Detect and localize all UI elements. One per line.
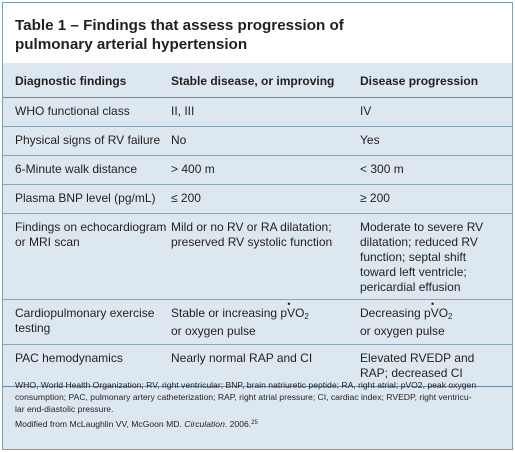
pvo-text: pVO [424, 305, 449, 320]
cell-progression: Yes [360, 132, 380, 147]
cell-stable: Stable or increasing • pVO2 or oxygen pul… [171, 299, 360, 344]
cell-line: Findings on echocardiogram [15, 219, 167, 234]
cell-line: dilatation; reduced RV [360, 234, 478, 249]
cell-line: Moderate to severe RV [360, 219, 484, 234]
cell-line: RAP; decreased CI [360, 365, 463, 380]
pvo2-symbol: • pVO2 [424, 299, 453, 324]
cell-text: Stable or increasing [171, 305, 281, 320]
cell-line: or oxygen pulse [360, 323, 445, 338]
pvo2-symbol: • pVO2 [280, 299, 309, 324]
cell-line: Elevated RVEDP and [360, 350, 475, 365]
source-journal: Circulation [184, 419, 225, 429]
reference-number: 25 [251, 420, 258, 426]
header-progression: Disease progression [360, 74, 479, 88]
pvo-subscript: 2 [448, 311, 453, 321]
cell-progression: Decreasing • pVO2 or oxygen pulse [360, 299, 512, 344]
title-line-1: Table 1 – Findings that assess progressi… [15, 17, 344, 34]
table-row: Physical signs of RV failure No Yes [3, 126, 512, 155]
cell-line: or oxygen pulse [171, 323, 256, 338]
cell-line: testing [15, 320, 51, 335]
cell-progression: < 300 m [360, 161, 404, 176]
cell-finding: PAC hemodynamics [15, 350, 123, 365]
cell-stable: Mild or no RV or RA dilatation; preserve… [171, 213, 360, 299]
dot-mark: • [287, 298, 291, 309]
cell-line: Stable or increasing • pVO2 [171, 299, 360, 324]
cell-stable: > 400 m [171, 161, 215, 176]
table-row: Plasma BNP level (pg/mL) ≤ 200 ≥ 200 [3, 184, 512, 213]
cell-stable: No [171, 132, 187, 147]
cell-line: toward left ventricle; [360, 264, 467, 279]
table-row: Findings on echocardiogram or MRI scan M… [3, 213, 512, 299]
cell-line: preserved RV systolic function [171, 234, 333, 249]
table-row: WHO functional class II, III IV [3, 97, 512, 126]
cell-finding: Findings on echocardiogram or MRI scan [3, 213, 171, 299]
cell-line: or MRI scan [15, 234, 80, 249]
table-header-row: Diagnostic findings Stable disease, or i… [3, 63, 512, 97]
source-citation: Modified from McLaughlin VV, McGoon MD. … [15, 417, 505, 430]
header-stable: Stable disease, or improving [171, 74, 335, 88]
cell-stable: II, III [171, 103, 195, 118]
cell-finding: Cardiopulmonary exercise testing [3, 299, 171, 344]
table-footnote: WHO, World Health Organization; RV, righ… [15, 379, 505, 430]
source-year: . 2006. [224, 419, 252, 429]
footnote-line: consumption; PAC, pulmonary artery cathe… [15, 392, 472, 402]
footnote-line: WHO, World Health Organization; RV, righ… [15, 380, 477, 390]
cell-progression: Moderate to severe RV dilatation; reduce… [360, 213, 512, 299]
cell-line: Mild or no RV or RA dilatation; [171, 219, 332, 234]
cell-line: function; septal shift [360, 249, 467, 264]
cell-text: Decreasing [360, 305, 425, 320]
cell-stable: ≤ 200 [171, 190, 201, 205]
table-row: 6-Minute walk distance > 400 m < 300 m [3, 155, 512, 184]
cell-line: Cardiopulmonary exercise [15, 305, 155, 320]
cell-progression: Elevated RVEDP and RAP; decreased CI [360, 344, 512, 386]
cell-finding: WHO functional class [15, 103, 130, 118]
table-row: Cardiopulmonary exercise testing Stable … [3, 299, 512, 344]
cell-progression: ≥ 200 [360, 190, 390, 205]
cell-progression: IV [360, 103, 372, 118]
table-title: Table 1 – Findings that assess progressi… [15, 16, 495, 54]
pvo-subscript: 2 [304, 311, 309, 321]
findings-table: Diagnostic findings Stable disease, or i… [3, 63, 512, 387]
dot-mark: • [431, 298, 435, 309]
title-line-2: pulmonary arterial hypertension [15, 36, 248, 53]
table-body: Diagnostic findings Stable disease, or i… [3, 63, 512, 449]
table-row: PAC hemodynamics Nearly normal RAP and C… [3, 344, 512, 386]
cell-line: pericardial effusion [360, 279, 461, 294]
cell-stable: Nearly normal RAP and CI [171, 350, 313, 365]
footnote-line: lar end-diastolic pressure. [15, 404, 114, 414]
source-text: Modified from McLaughlin VV, McGoon MD. [15, 419, 185, 429]
cell-finding: Plasma BNP level (pg/mL) [15, 190, 156, 205]
cell-line: Decreasing • pVO2 [360, 299, 512, 324]
pvo-text: pVO [280, 305, 305, 320]
cell-finding: Physical signs of RV failure [15, 132, 161, 147]
header-diagnostic-findings: Diagnostic findings [15, 74, 127, 88]
cell-finding: 6-Minute walk distance [15, 161, 138, 176]
